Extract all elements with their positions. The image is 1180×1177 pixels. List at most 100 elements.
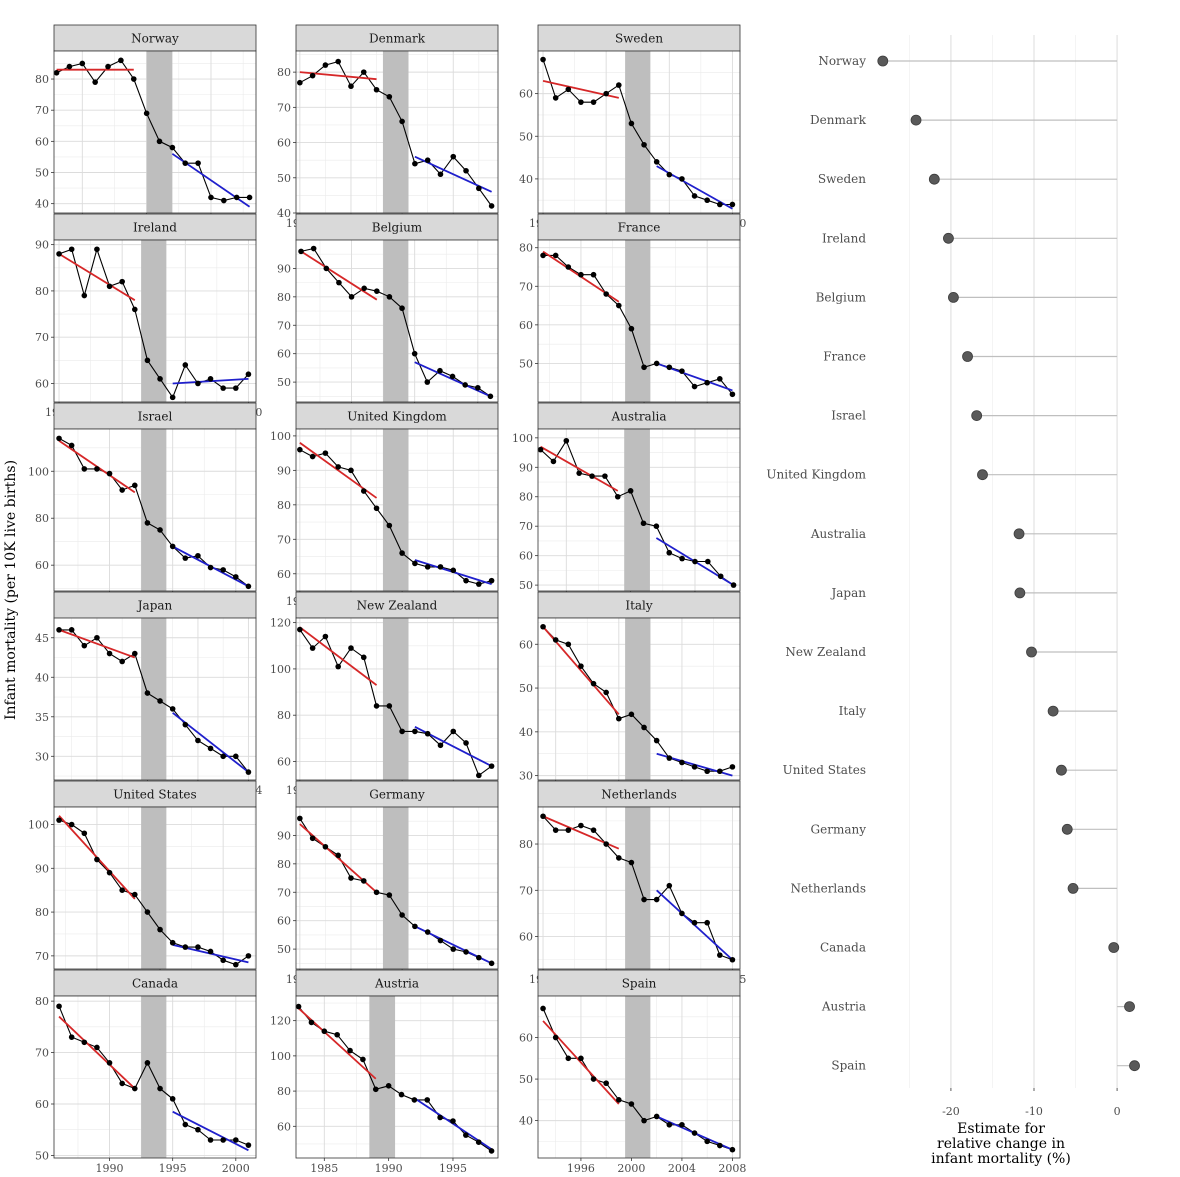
y-tick-label: 70 [277, 101, 291, 114]
data-point [666, 882, 673, 889]
data-point [119, 278, 125, 285]
panel-strip [53, 780, 257, 808]
data-point [144, 1060, 151, 1066]
data-point [729, 1146, 736, 1153]
y-tick-label: 80 [35, 73, 49, 86]
data-point [56, 435, 62, 442]
data-point [450, 946, 457, 952]
data-point [653, 360, 660, 367]
intervention-band [141, 429, 167, 591]
intervention-band [382, 807, 409, 969]
data-point [195, 1126, 201, 1133]
data-point [106, 869, 113, 876]
panel-title: United Kingdom [347, 410, 447, 424]
panel-netherlands: Netherlands1980198519901995607080 [519, 780, 746, 986]
y-tick-label: 50 [519, 130, 533, 143]
data-point [552, 95, 559, 101]
data-point [297, 815, 303, 822]
data-point [374, 288, 380, 294]
data-point [386, 892, 393, 898]
panel-italy: Italy19952000200530405060 [519, 591, 741, 797]
panel-border [53, 50, 257, 214]
country-label: Canada [820, 941, 866, 955]
data-point [540, 623, 546, 630]
data-point [463, 577, 469, 584]
panel-title: Norway [131, 32, 179, 46]
data-point [310, 245, 317, 252]
data-point [641, 724, 647, 731]
data-point [373, 889, 380, 896]
data-point [666, 755, 673, 761]
country-label: France [823, 350, 866, 364]
panel-border [537, 995, 741, 1159]
panel-spain: Spain 1996 2000 2004 2008 40 50 60 [519, 969, 746, 1175]
y-tick-label: 70 [277, 886, 291, 899]
data-point [679, 1121, 685, 1128]
y-tick-label: 100 [270, 1050, 291, 1063]
data-point [322, 62, 329, 68]
panel-canada: Canada 1990 1995 2000 50 60 70 80 [35, 969, 257, 1175]
data-point [132, 482, 138, 489]
data-point [348, 875, 354, 881]
data-point [220, 753, 226, 760]
observed-line [542, 626, 733, 772]
data-point [450, 1118, 456, 1124]
y-tick-label: 50 [277, 172, 291, 185]
data-point [424, 1097, 431, 1103]
data-point [360, 1056, 366, 1063]
data-point [94, 634, 100, 641]
data-point [603, 90, 609, 97]
data-point [308, 1019, 315, 1026]
panel-norway: Norway1985199019954050607080 [35, 24, 257, 230]
panel-strip [295, 402, 499, 430]
data-point [106, 650, 113, 657]
data-point [679, 555, 685, 562]
observed-line [543, 254, 733, 395]
data-point [540, 56, 546, 63]
data-point [398, 1091, 405, 1098]
data-point [616, 1097, 622, 1103]
y-tick-label: 50 [277, 376, 291, 389]
data-point [565, 1055, 572, 1062]
data-point [373, 505, 380, 512]
data-point [488, 203, 495, 209]
y-tick-label: 80 [277, 1085, 291, 1098]
country-label: New Zealand [785, 645, 866, 659]
country-label: Japan [829, 586, 866, 600]
data-point [348, 645, 354, 651]
small-multiples: Norway1985199019954050607080Denmark19841… [28, 24, 746, 1175]
data-point [372, 1086, 379, 1093]
y-tick-label: 45 [35, 632, 49, 645]
y-tick-label: 70 [519, 884, 533, 897]
panel-title: New Zealand [357, 599, 438, 613]
x-tick-label: 1996 [567, 1162, 595, 1175]
panel-border [295, 995, 499, 1159]
data-point [245, 769, 252, 775]
y-tick-label: 80 [35, 906, 49, 919]
data-point [628, 711, 635, 718]
data-point [487, 393, 494, 400]
data-point [616, 715, 622, 722]
data-point [628, 859, 635, 866]
y-tick-label: 80 [277, 291, 291, 304]
data-point [424, 157, 431, 163]
data-point [717, 1142, 723, 1149]
panel-austria: Austria 1985 1990 1995 60 80 100 120 [270, 969, 499, 1175]
panel-title: Denmark [369, 32, 426, 46]
data-point [475, 1139, 482, 1145]
panel-title: Sweden [615, 32, 663, 46]
data-point [373, 86, 380, 93]
data-point [424, 730, 431, 737]
y-tick-label: 100 [28, 465, 49, 478]
data-point [323, 265, 330, 272]
intervention-band [383, 240, 409, 402]
data-point [68, 442, 75, 449]
data-point [220, 1137, 226, 1143]
estimate-dot [977, 469, 988, 481]
data-point [385, 1083, 392, 1089]
x-tick-label: 0 [1114, 1105, 1121, 1118]
data-point [717, 768, 723, 775]
intervention-band [141, 240, 167, 402]
y-tick-label: 60 [277, 1120, 291, 1133]
data-point [144, 690, 151, 696]
